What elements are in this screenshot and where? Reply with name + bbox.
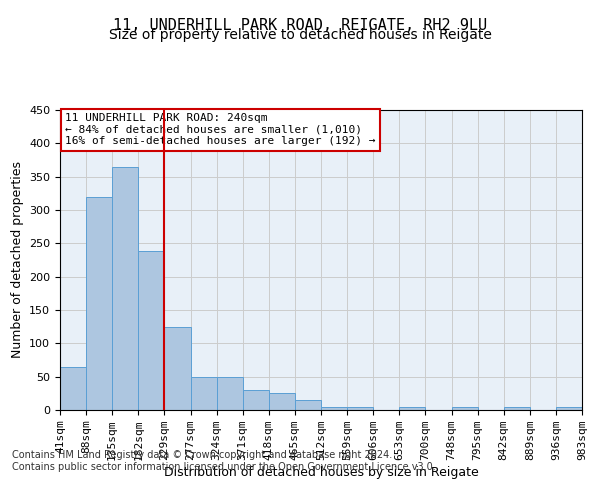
Bar xyxy=(556,406,582,410)
Bar xyxy=(139,252,164,410)
Bar xyxy=(452,406,478,410)
Text: 11 UNDERHILL PARK ROAD: 240sqm
← 84% of detached houses are smaller (1,010)
16% : 11 UNDERHILL PARK ROAD: 240sqm ← 84% of … xyxy=(65,113,376,146)
Bar xyxy=(242,390,269,410)
Bar xyxy=(60,366,86,410)
Bar xyxy=(295,400,321,410)
Bar xyxy=(347,406,373,410)
Y-axis label: Number of detached properties: Number of detached properties xyxy=(11,162,23,358)
Text: Contains HM Land Registry data © Crown copyright and database right 2024.: Contains HM Land Registry data © Crown c… xyxy=(12,450,392,460)
Bar xyxy=(504,406,530,410)
Bar xyxy=(217,376,243,410)
X-axis label: Distribution of detached houses by size in Reigate: Distribution of detached houses by size … xyxy=(164,466,478,479)
Bar xyxy=(321,406,347,410)
Bar xyxy=(86,196,112,410)
Bar xyxy=(191,376,217,410)
Text: Size of property relative to detached houses in Reigate: Size of property relative to detached ho… xyxy=(109,28,491,42)
Text: 11, UNDERHILL PARK ROAD, REIGATE, RH2 9LU: 11, UNDERHILL PARK ROAD, REIGATE, RH2 9L… xyxy=(113,18,487,32)
Bar xyxy=(269,394,295,410)
Text: Contains public sector information licensed under the Open Government Licence v3: Contains public sector information licen… xyxy=(12,462,436,472)
Bar xyxy=(400,406,425,410)
Bar xyxy=(112,166,139,410)
Bar xyxy=(164,326,191,410)
